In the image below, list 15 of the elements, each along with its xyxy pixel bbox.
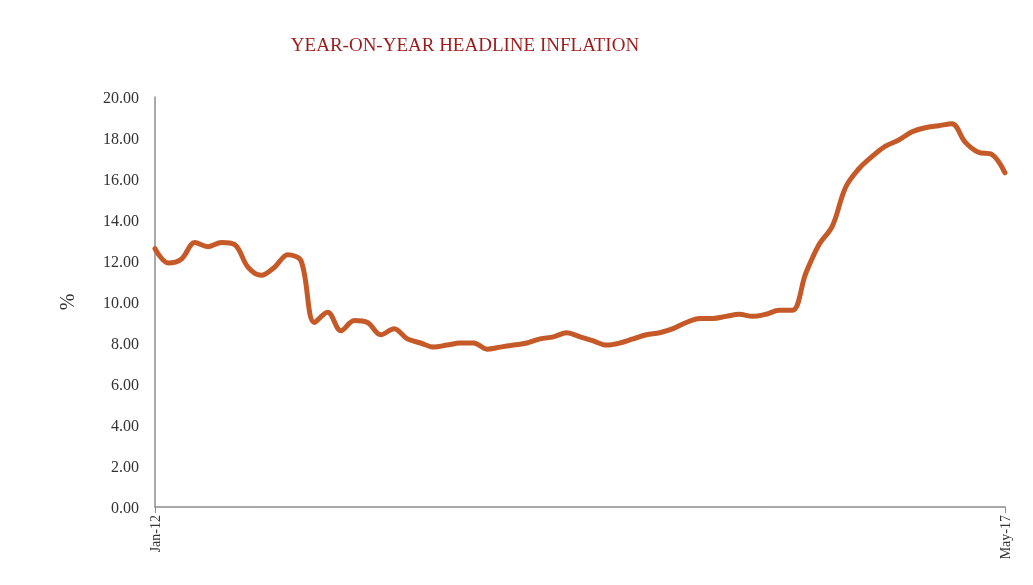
y-tick-label: 6.00 bbox=[111, 375, 139, 393]
y-tick-label: 16.00 bbox=[103, 170, 139, 188]
y-tick-label: 12.00 bbox=[103, 252, 139, 270]
y-tick-label: 20.00 bbox=[103, 88, 139, 106]
y-tick-label: 8.00 bbox=[111, 334, 139, 352]
x-tick-label: May-17 bbox=[997, 515, 1013, 560]
y-tick-label: 10.00 bbox=[103, 293, 139, 311]
x-tick-label: Jan-12 bbox=[147, 515, 163, 553]
y-tick-label: 0.00 bbox=[111, 498, 139, 516]
y-tick-label: 14.00 bbox=[103, 211, 139, 229]
chart-title: YEAR-ON-YEAR HEADLINE INFLATION bbox=[290, 34, 640, 55]
y-tick-label: 2.00 bbox=[111, 457, 139, 475]
y-axis-title: % bbox=[56, 293, 78, 311]
y-tick-label: 18.00 bbox=[103, 129, 139, 147]
y-tick-label: 4.00 bbox=[111, 416, 139, 434]
